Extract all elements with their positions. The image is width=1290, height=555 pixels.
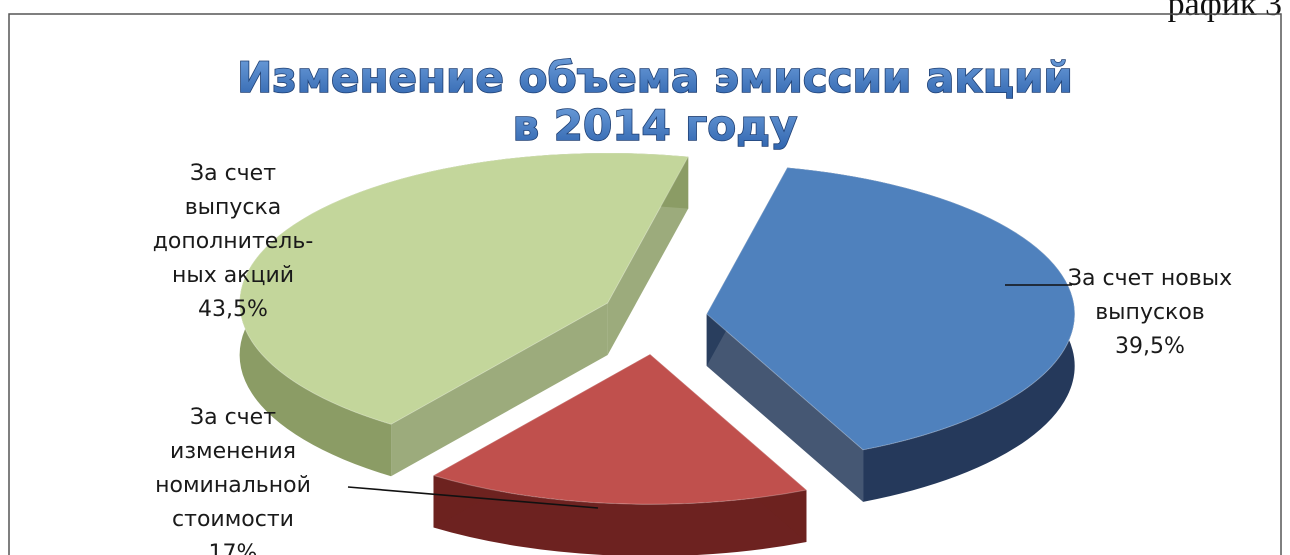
chart-frame	[8, 13, 1282, 555]
pie-slice	[432, 353, 808, 555]
pie-slice-top	[706, 167, 1076, 451]
pie-slice-outer-wall	[433, 475, 807, 555]
slice-label-line: 39,5%	[1115, 334, 1185, 359]
label-leader-line	[347, 486, 599, 509]
pie-slice-radial-wall	[391, 302, 608, 477]
slice-label-line: стоимости	[172, 507, 294, 532]
slice-label-line: выпуска	[185, 195, 282, 220]
slice-label-line: изменения	[170, 439, 296, 464]
pie-slice-radial-wall	[706, 314, 864, 502]
slice-label-line: За счет новых	[1068, 266, 1232, 291]
chart-title-line: Изменение объема эмиссии акций	[237, 53, 1073, 102]
pie-slice	[706, 167, 1076, 502]
slice-label-line: дополнитель-	[153, 229, 314, 254]
slice-label-line: 17%	[209, 541, 258, 555]
slice-data-label: За счет изменения номинальной стоимости 17%	[155, 405, 599, 555]
pie-slice	[239, 152, 690, 477]
pie-slice-radial-wall	[607, 156, 689, 355]
pie-slice-top	[239, 152, 690, 425]
pie-slice-top	[432, 353, 808, 505]
slice-label-line: номинальной	[155, 473, 311, 498]
slice-data-label: За счет новых выпусков 39,5%	[1005, 266, 1232, 359]
slice-data-label: За счет выпуска дополнитель-ных акций 43,5%	[153, 161, 314, 322]
chart-title-line: в 2014 году	[513, 101, 798, 150]
slice-label-line: выпусков	[1095, 300, 1205, 325]
slice-label-line: За счет	[190, 161, 276, 186]
slice-label-line: 43,5%	[198, 297, 268, 322]
slice-label-line: ных акций	[172, 263, 294, 288]
page-corner-text: рафик 3	[1167, 0, 1282, 23]
slice-label-line: За счет	[190, 405, 276, 430]
